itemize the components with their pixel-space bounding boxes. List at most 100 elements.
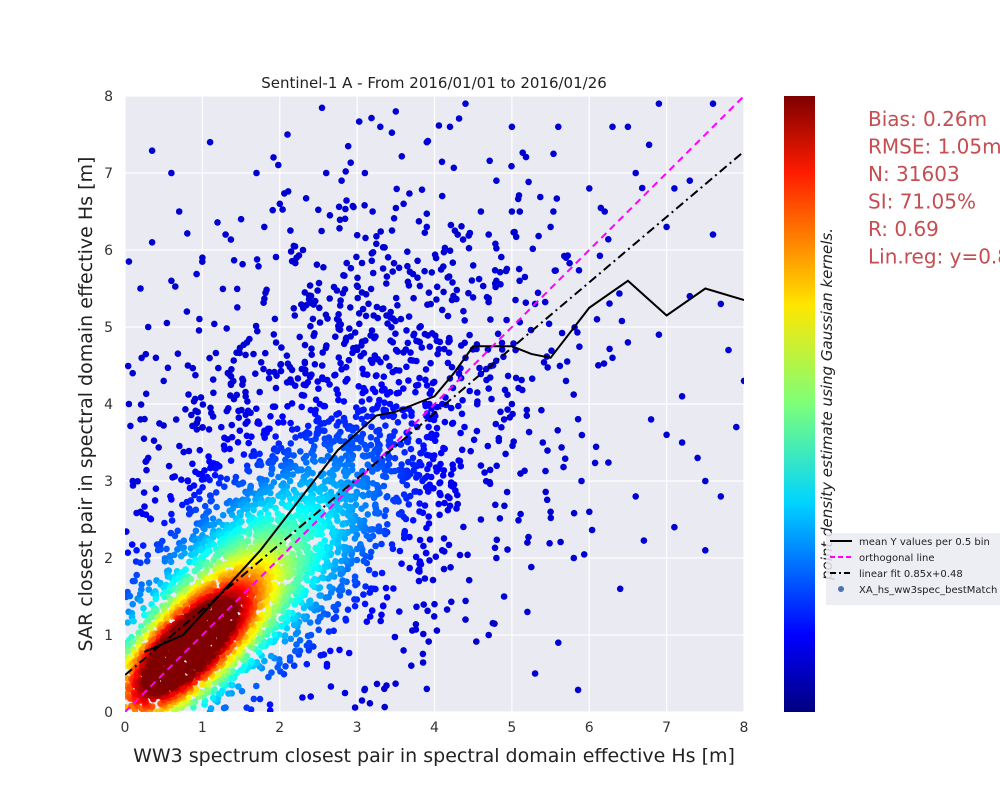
scatter-point <box>333 411 340 418</box>
scatter-point <box>516 277 523 285</box>
scatter-point <box>322 594 330 601</box>
scatter-point <box>161 558 169 565</box>
scatter-point <box>390 405 397 412</box>
scatter-point <box>403 327 410 334</box>
scatter-point <box>284 131 291 138</box>
scatter-point <box>455 402 462 410</box>
scatter-point <box>206 476 213 484</box>
legend-entry: XA_hs_ww3spec_bestMatch <box>859 585 997 596</box>
scatter-point <box>500 593 508 600</box>
scatter-point <box>256 695 264 703</box>
scatter-point <box>316 592 324 599</box>
colorbar <box>784 96 815 712</box>
scatter-point <box>686 177 694 184</box>
scatter-point <box>250 350 257 358</box>
scatter-point <box>301 565 308 572</box>
scatter-point <box>290 662 298 669</box>
scatter-point <box>405 458 412 466</box>
scatter-point <box>290 305 298 312</box>
y-tick-labels: 0 1 2 3 4 5 6 7 8 <box>104 89 113 721</box>
scatter-point <box>435 122 443 129</box>
scatter-point <box>440 535 448 542</box>
scatter-point <box>184 362 192 369</box>
scatter-point <box>492 501 499 509</box>
scatter-point <box>492 420 500 428</box>
scatter-point <box>369 468 376 475</box>
scatter-point <box>524 539 531 546</box>
scatter-point <box>410 294 417 302</box>
scatter-point <box>141 503 148 510</box>
scatter-point <box>182 406 189 413</box>
scatter-point <box>344 606 352 613</box>
scatter-point <box>131 577 138 585</box>
scatter-point <box>401 527 409 535</box>
scatter-point <box>596 252 604 260</box>
scatter-point <box>301 359 309 367</box>
scatter-point <box>448 363 456 371</box>
scatter-point <box>406 564 414 572</box>
scatter-point <box>358 398 366 405</box>
scatter-point <box>157 546 164 553</box>
scatter-point <box>408 662 415 669</box>
scatter-point <box>469 262 477 269</box>
scatter-point <box>424 607 431 615</box>
scatter-point <box>312 545 320 552</box>
scatter-point <box>339 289 347 297</box>
scatter-point <box>512 233 520 241</box>
scatter-point <box>389 339 397 346</box>
scatter-point <box>201 697 209 705</box>
scatter-point <box>227 457 235 465</box>
scatter-point <box>457 429 464 437</box>
y-tick-label: 5 <box>104 320 113 336</box>
scatter-point <box>168 517 176 524</box>
scatter-point <box>538 406 545 414</box>
scatter-point <box>289 514 297 521</box>
scatter-point <box>338 366 345 373</box>
scatter-point <box>302 434 310 442</box>
scatter-point <box>349 349 356 357</box>
scatter-point <box>141 415 148 423</box>
scatter-point <box>155 444 162 451</box>
y-tick-label: 4 <box>104 397 113 413</box>
scatter-point <box>522 153 530 161</box>
scatter-point <box>163 319 171 327</box>
scatter-point <box>261 223 268 231</box>
scatter-point <box>449 259 457 267</box>
scatter-point <box>243 704 250 711</box>
scatter-point <box>276 200 284 208</box>
scatter-point <box>242 420 249 428</box>
scatter-point <box>436 479 443 487</box>
scatter-point <box>497 408 504 416</box>
scatter-point <box>606 345 613 353</box>
scatter-point <box>381 244 388 251</box>
scatter-point <box>190 482 198 489</box>
scatter-point <box>396 547 404 555</box>
scatter-point <box>447 564 454 571</box>
scatter-point <box>278 622 285 630</box>
scatter-point <box>425 513 433 520</box>
scatter-point <box>391 633 399 641</box>
scatter-point <box>702 477 709 485</box>
scatter-point <box>333 422 341 429</box>
scatter-point <box>339 521 347 528</box>
scatter-point <box>312 601 320 608</box>
scatter-point <box>383 493 391 501</box>
scatter-point <box>542 488 549 496</box>
scatter-point <box>392 204 400 212</box>
scatter-point <box>454 500 462 508</box>
scatter-point <box>389 368 397 376</box>
scatter-point <box>539 439 547 446</box>
scatter-point <box>444 506 452 514</box>
scatter-point <box>168 169 175 177</box>
scatter-point <box>525 428 533 436</box>
scatter-point <box>404 248 411 255</box>
scatter-point <box>440 565 448 573</box>
scatter-point <box>640 537 648 544</box>
scatter-point <box>454 231 462 238</box>
y-tick-label: 7 <box>104 166 113 182</box>
scatter-point <box>230 257 238 264</box>
scatter-point <box>279 206 286 213</box>
scatter-point <box>378 540 385 548</box>
scatter-point <box>321 537 329 544</box>
